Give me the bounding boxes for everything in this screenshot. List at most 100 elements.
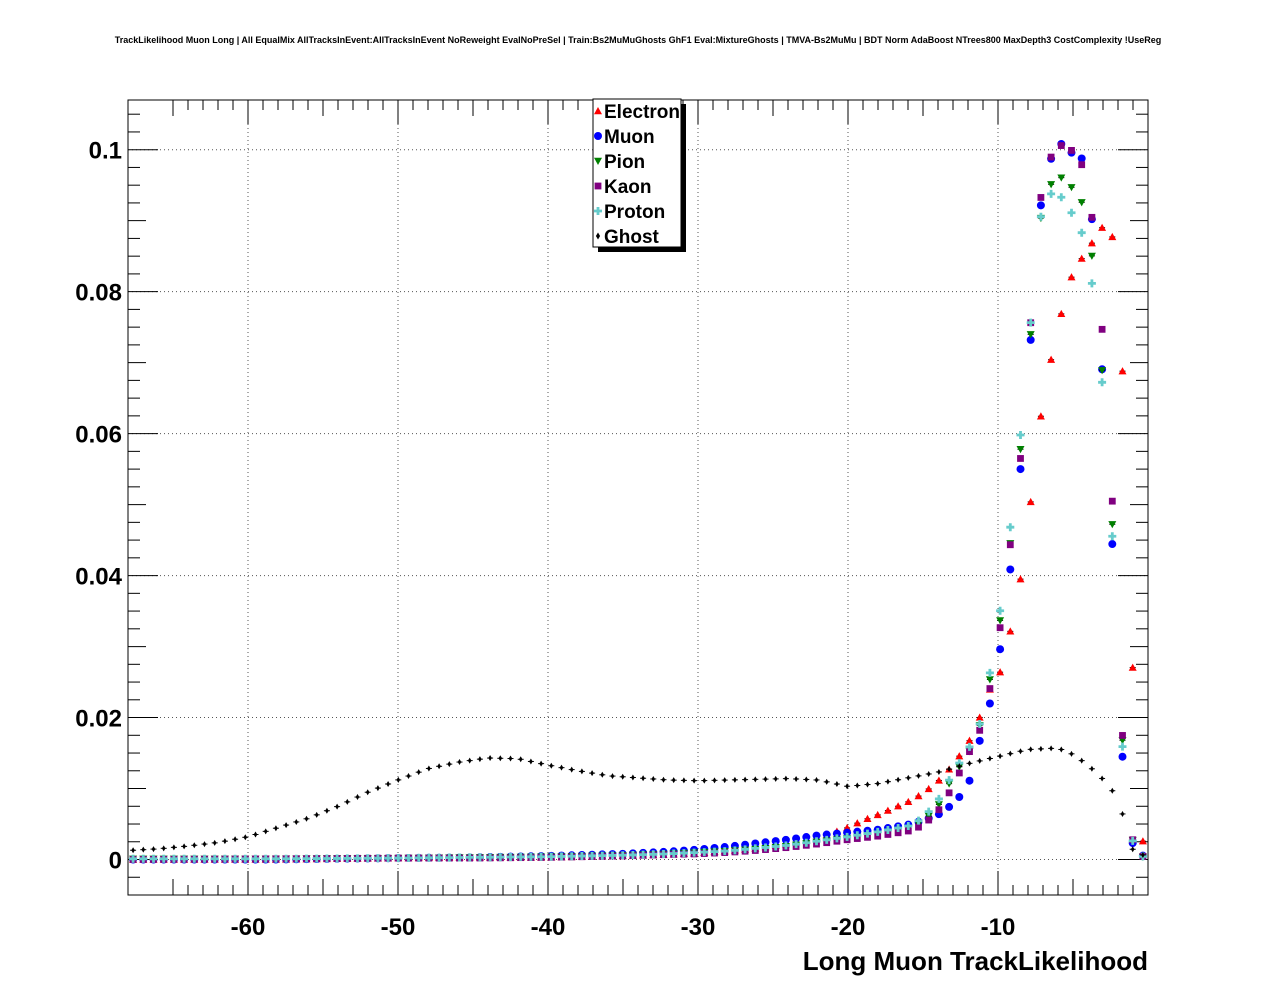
x-tick-labels: -60 -50 -40 -30 -20 -10 [231,914,1016,941]
data-point-pion [1026,331,1035,339]
data-point-proton [996,606,1005,615]
x-axis-label: Long Muon TrackLikelihood [803,946,1148,976]
data-point-ghost [845,783,849,790]
x-tick-label: -30 [681,914,716,941]
data-point-ghost [641,775,645,782]
legend-label-pion: Pion [604,152,645,173]
data-point-electron [1026,497,1035,506]
data-point-electron [1087,239,1096,247]
data-point-proton [802,838,811,847]
data-point-proton [190,854,199,863]
data-point-proton [894,824,903,833]
data-point-muon [822,830,831,839]
data-point-electron [904,797,913,806]
data-point-electron [975,713,984,721]
data-point-ghost [733,776,737,783]
data-point-ghost [753,776,758,783]
data-point-proton [863,829,872,838]
data-point-ghost [416,769,421,776]
data-point-ghost [804,776,809,783]
data-point-proton [1026,318,1035,327]
data-point-proton [598,851,607,860]
data-point-proton [567,852,576,861]
data-point-ghost [722,777,727,784]
legend-box [592,98,682,248]
data-point-proton [159,854,168,863]
data-point-proton [373,854,382,863]
data-point-ghost [916,772,921,779]
data-point-ghost [998,753,1002,760]
data-point-ghost [549,762,554,769]
data-point-ghost [620,773,625,780]
data-point-proton [424,853,433,862]
data-point-proton [853,831,862,840]
data-point-ghost [926,770,931,777]
data-point-proton [720,847,729,856]
legend-marker-muon [594,132,602,140]
data-point-proton [486,853,495,862]
data-point-ghost [1090,765,1094,772]
data-point-proton [496,853,505,862]
data-point-proton [149,854,158,863]
data-point-proton [679,849,688,858]
data-point-electron [965,736,974,744]
data-point-proton [414,853,423,862]
data-point-muon [1077,154,1086,163]
data-point-ghost [855,782,860,789]
data-point-proton [1067,208,1076,217]
data-point-proton [210,854,219,863]
data-point-electron [1118,367,1127,375]
chart-title: TrackLikelihood Muon Long | All EqualMix… [115,35,1162,45]
data-point-ghost [274,825,278,832]
data-point-muon [965,776,974,785]
data-point-ghost [712,777,717,784]
data-point-ghost [1141,851,1145,858]
data-point-electron [1108,232,1117,241]
data-point-ghost [202,841,207,848]
data-point-kaon [894,829,902,837]
data-point-ghost [355,794,360,801]
data-point-proton [312,854,321,863]
data-point-proton [322,854,331,863]
data-point-proton [129,854,138,863]
legend-label-muon: Muon [604,127,655,148]
data-point-ghost [988,755,992,762]
data-point-kaon [996,624,1004,632]
data-point-ghost [141,846,146,853]
data-point-kaon [966,748,973,756]
data-point-muon [771,837,780,846]
data-point-proton [1057,193,1066,202]
data-point-electron [1128,663,1137,671]
data-point-proton [180,854,189,863]
data-point-electron [955,752,964,760]
data-point-ghost [212,839,217,846]
data-point-proton [812,837,821,846]
data-point-proton [710,847,719,856]
data-point-proton [394,854,403,863]
data-point-electron [1067,273,1076,281]
legend-marker-ghost [595,232,601,240]
data-point-proton [516,852,525,861]
data-point-ghost [671,777,676,784]
data-point-ghost [906,774,911,781]
data-point-proton [659,849,668,858]
data-point-ghost [600,771,605,778]
data-point-proton [475,853,484,862]
series-layer [129,139,1147,864]
data-point-proton [904,821,913,830]
data-point-ghost [427,765,431,772]
data-point-muon [751,839,760,848]
data-point-proton [353,854,362,863]
data-point-proton [985,668,994,677]
data-point-electron [1077,254,1086,262]
data-point-muon [985,699,994,708]
data-point-proton [1047,189,1056,198]
data-point-electron [1057,309,1066,318]
data-point-ghost [253,831,258,838]
data-point-ghost [784,775,788,782]
data-point-kaon [1006,541,1014,549]
data-point-kaon [1108,497,1116,505]
data-point-ghost [692,777,696,784]
data-point-proton [608,851,617,860]
